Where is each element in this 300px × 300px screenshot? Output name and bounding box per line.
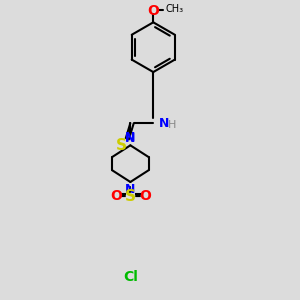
Text: Cl: Cl bbox=[123, 271, 138, 284]
Text: N: N bbox=[158, 117, 169, 130]
Text: S: S bbox=[125, 189, 136, 204]
Text: S: S bbox=[116, 138, 127, 153]
Text: N: N bbox=[125, 183, 136, 196]
Text: CH₃: CH₃ bbox=[165, 4, 183, 14]
Text: O: O bbox=[139, 189, 151, 203]
Text: N: N bbox=[125, 132, 136, 145]
Text: O: O bbox=[147, 4, 159, 17]
Text: O: O bbox=[110, 189, 122, 203]
Text: H: H bbox=[168, 120, 176, 130]
Text: N: N bbox=[125, 131, 136, 144]
